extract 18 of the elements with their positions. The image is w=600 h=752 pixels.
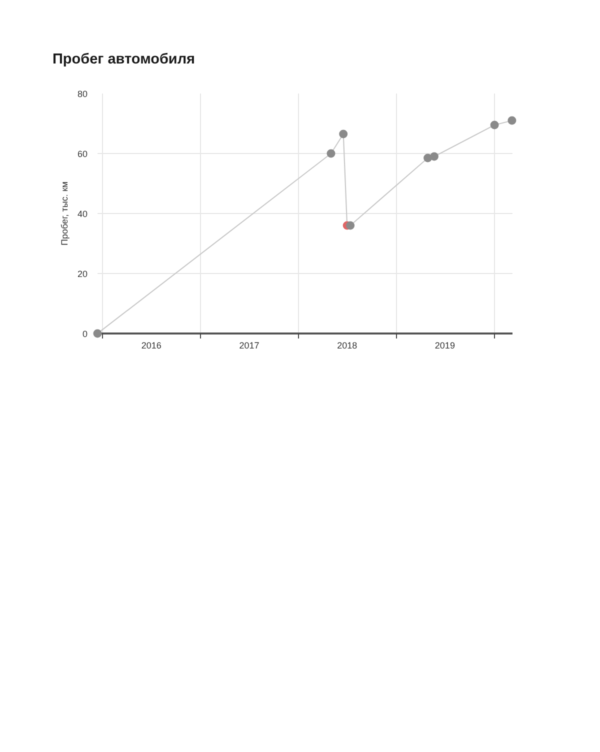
x-tick-label: 2016 (141, 340, 162, 350)
point (490, 120, 499, 130)
point (93, 329, 102, 338)
point (326, 149, 336, 158)
y-tick-label: 40 (77, 209, 88, 219)
y-axis-title: Пробег, тыс. км (59, 182, 70, 246)
x-tick-label: 2019 (434, 340, 455, 350)
x-tick-label: 2018 (337, 340, 358, 350)
x-tick-label: 2017 (239, 340, 260, 350)
point (346, 221, 355, 230)
y-tick-label: 20 (77, 269, 88, 279)
chart-title: Пробег автомобиля (52, 52, 196, 68)
point (430, 152, 438, 161)
y-tick-label: 60 (77, 149, 88, 159)
point (508, 116, 516, 125)
y-tick-label: 80 (77, 89, 88, 99)
point (339, 130, 348, 138)
y-tick-label: 0 (82, 329, 88, 339)
